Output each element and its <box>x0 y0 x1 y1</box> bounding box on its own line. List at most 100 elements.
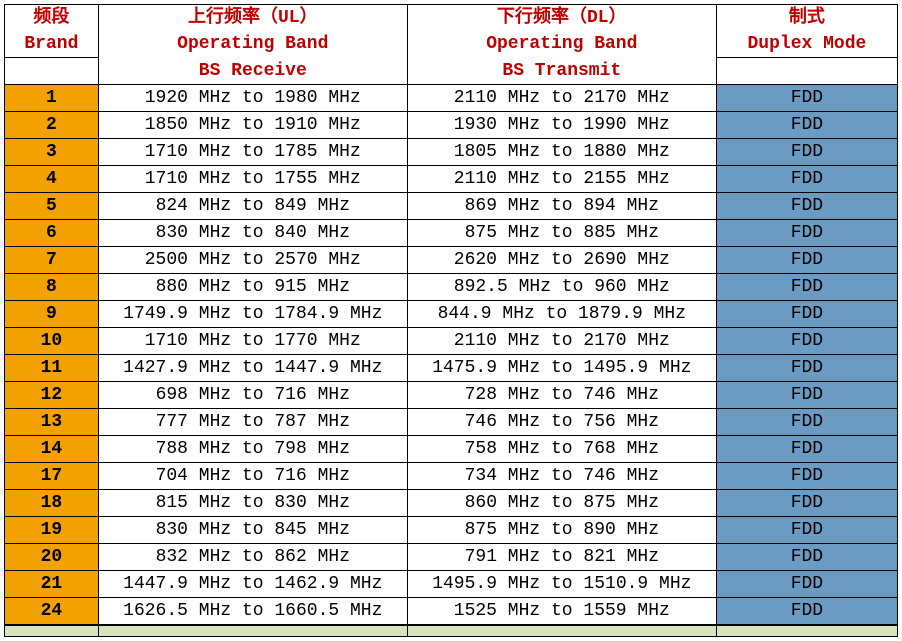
table-row: 13777 MHz to 787 MHz746 MHz to 756 MHzFD… <box>5 409 898 436</box>
band-cell: 3 <box>5 139 99 166</box>
mode-cell: FDD <box>716 544 897 571</box>
band-cell: 21 <box>5 571 99 598</box>
table-row: 12698 MHz to 716 MHz728 MHz to 746 MHzFD… <box>5 382 898 409</box>
hdr-ul-cn: 上行频率（UL） <box>98 5 407 32</box>
table-row: 31710 MHz to 1785 MHz1805 MHz to 1880 MH… <box>5 139 898 166</box>
mode-cell: FDD <box>716 247 897 274</box>
ul-cell: 880 MHz to 915 MHz <box>98 274 407 301</box>
ul-cell: 815 MHz to 830 MHz <box>98 490 407 517</box>
dl-cell: 869 MHz to 894 MHz <box>407 193 716 220</box>
hdr-band-en: Brand <box>5 31 99 58</box>
dl-cell: 875 MHz to 890 MHz <box>407 517 716 544</box>
hdr-band-cn: 频段 <box>5 5 99 32</box>
mode-cell: FDD <box>716 409 897 436</box>
band-cell: 1 <box>5 85 99 112</box>
dl-cell: 1525 MHz to 1559 MHz <box>407 598 716 626</box>
table-row: 111427.9 MHz to 1447.9 MHz1475.9 MHz to … <box>5 355 898 382</box>
dl-cell: 1930 MHz to 1990 MHz <box>407 112 716 139</box>
table-row: 41710 MHz to 1755 MHz2110 MHz to 2155 MH… <box>5 166 898 193</box>
ul-cell: 1447.9 MHz to 1462.9 MHz <box>98 571 407 598</box>
hdr-mode-blank <box>716 58 897 85</box>
band-cell: 14 <box>5 436 99 463</box>
mode-cell: FDD <box>716 463 897 490</box>
ul-cell: 698 MHz to 716 MHz <box>98 382 407 409</box>
hdr-dl-en2: BS Transmit <box>407 58 716 85</box>
ul-cell: 830 MHz to 840 MHz <box>98 220 407 247</box>
ul-cell: 830 MHz to 845 MHz <box>98 517 407 544</box>
table-header: 频段 上行频率（UL） 下行频率（DL） 制式 Brand Operating … <box>5 5 898 85</box>
band-cell: 17 <box>5 463 99 490</box>
hdr-dl-cn: 下行频率（DL） <box>407 5 716 32</box>
dl-cell: 2110 MHz to 2155 MHz <box>407 166 716 193</box>
table-row: 21850 MHz to 1910 MHz1930 MHz to 1990 MH… <box>5 112 898 139</box>
frequency-band-table: 频段 上行频率（UL） 下行频率（DL） 制式 Brand Operating … <box>4 4 898 637</box>
footer-cell <box>5 625 99 637</box>
band-cell: 24 <box>5 598 99 626</box>
band-cell: 9 <box>5 301 99 328</box>
dl-cell: 892.5 MHz to 960 MHz <box>407 274 716 301</box>
table-row: 101710 MHz to 1770 MHz2110 MHz to 2170 M… <box>5 328 898 355</box>
ul-cell: 788 MHz to 798 MHz <box>98 436 407 463</box>
hdr-ul-en2: BS Receive <box>98 58 407 85</box>
ul-cell: 2500 MHz to 2570 MHz <box>98 247 407 274</box>
mode-cell: FDD <box>716 85 897 112</box>
footer-cell <box>98 625 407 637</box>
mode-cell: FDD <box>716 355 897 382</box>
hdr-ul-en1: Operating Band <box>98 31 407 58</box>
mode-cell: FDD <box>716 436 897 463</box>
mode-cell: FDD <box>716 139 897 166</box>
table-row: 6830 MHz to 840 MHz875 MHz to 885 MHzFDD <box>5 220 898 247</box>
table-row: 241626.5 MHz to 1660.5 MHz1525 MHz to 15… <box>5 598 898 626</box>
dl-cell: 875 MHz to 885 MHz <box>407 220 716 247</box>
mode-cell: FDD <box>716 571 897 598</box>
dl-cell: 1475.9 MHz to 1495.9 MHz <box>407 355 716 382</box>
dl-cell: 844.9 MHz to 1879.9 MHz <box>407 301 716 328</box>
hdr-band-blank <box>5 58 99 85</box>
footer-row <box>5 625 898 637</box>
band-cell: 5 <box>5 193 99 220</box>
ul-cell: 704 MHz to 716 MHz <box>98 463 407 490</box>
mode-cell: FDD <box>716 382 897 409</box>
mode-cell: FDD <box>716 112 897 139</box>
band-cell: 18 <box>5 490 99 517</box>
dl-cell: 791 MHz to 821 MHz <box>407 544 716 571</box>
band-cell: 19 <box>5 517 99 544</box>
ul-cell: 1710 MHz to 1770 MHz <box>98 328 407 355</box>
ul-cell: 777 MHz to 787 MHz <box>98 409 407 436</box>
mode-cell: FDD <box>716 598 897 626</box>
dl-cell: 2620 MHz to 2690 MHz <box>407 247 716 274</box>
table-row: 72500 MHz to 2570 MHz2620 MHz to 2690 MH… <box>5 247 898 274</box>
band-cell: 20 <box>5 544 99 571</box>
dl-cell: 758 MHz to 768 MHz <box>407 436 716 463</box>
dl-cell: 728 MHz to 746 MHz <box>407 382 716 409</box>
table-row: 91749.9 MHz to 1784.9 MHz844.9 MHz to 18… <box>5 301 898 328</box>
dl-cell: 2110 MHz to 2170 MHz <box>407 85 716 112</box>
table-row: 14788 MHz to 798 MHz758 MHz to 768 MHzFD… <box>5 436 898 463</box>
mode-cell: FDD <box>716 274 897 301</box>
mode-cell: FDD <box>716 517 897 544</box>
band-cell: 7 <box>5 247 99 274</box>
mode-cell: FDD <box>716 490 897 517</box>
table-row: 17704 MHz to 716 MHz734 MHz to 746 MHzFD… <box>5 463 898 490</box>
table-body: 11920 MHz to 1980 MHz2110 MHz to 2170 MH… <box>5 85 898 637</box>
dl-cell: 1805 MHz to 1880 MHz <box>407 139 716 166</box>
ul-cell: 1920 MHz to 1980 MHz <box>98 85 407 112</box>
band-cell: 4 <box>5 166 99 193</box>
band-cell: 11 <box>5 355 99 382</box>
dl-cell: 860 MHz to 875 MHz <box>407 490 716 517</box>
table-row: 211447.9 MHz to 1462.9 MHz1495.9 MHz to … <box>5 571 898 598</box>
band-cell: 2 <box>5 112 99 139</box>
ul-cell: 1626.5 MHz to 1660.5 MHz <box>98 598 407 626</box>
ul-cell: 1749.9 MHz to 1784.9 MHz <box>98 301 407 328</box>
table-row: 5824 MHz to 849 MHz869 MHz to 894 MHzFDD <box>5 193 898 220</box>
table-row: 8880 MHz to 915 MHz892.5 MHz to 960 MHzF… <box>5 274 898 301</box>
hdr-mode-en: Duplex Mode <box>716 31 897 58</box>
table-row: 20832 MHz to 862 MHz791 MHz to 821 MHzFD… <box>5 544 898 571</box>
ul-cell: 1427.9 MHz to 1447.9 MHz <box>98 355 407 382</box>
mode-cell: FDD <box>716 166 897 193</box>
band-cell: 6 <box>5 220 99 247</box>
mode-cell: FDD <box>716 328 897 355</box>
dl-cell: 1495.9 MHz to 1510.9 MHz <box>407 571 716 598</box>
mode-cell: FDD <box>716 193 897 220</box>
hdr-dl-en1: Operating Band <box>407 31 716 58</box>
